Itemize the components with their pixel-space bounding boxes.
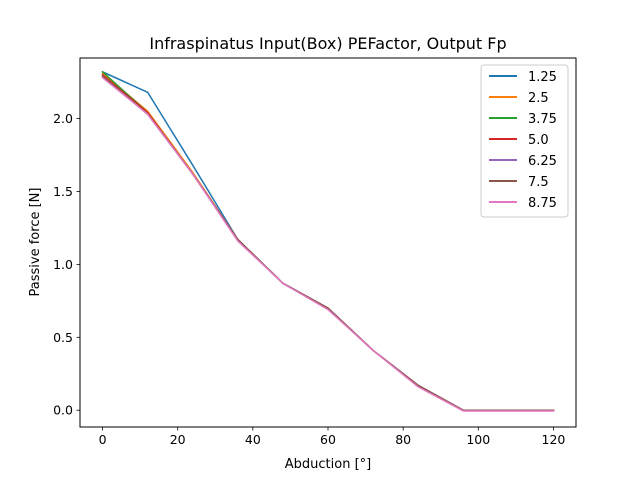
legend-label: 8.75 bbox=[528, 196, 557, 211]
y-tick-label: 0.0 bbox=[53, 403, 73, 418]
x-tick-label: 40 bbox=[245, 432, 261, 447]
chart-title: Infraspinatus Input(Box) PEFactor, Outpu… bbox=[149, 34, 506, 53]
y-tick-label: 1.5 bbox=[53, 184, 73, 199]
x-tick-label: 100 bbox=[466, 432, 490, 447]
legend-label: 1.25 bbox=[528, 70, 557, 85]
y-tick-label: 2.0 bbox=[53, 111, 73, 126]
x-axis-label: Abduction [°] bbox=[285, 457, 371, 472]
series-lines bbox=[101, 70, 555, 412]
y-axis-ticks: 0.0 0.5 1.0 1.5 2.0 bbox=[53, 111, 80, 418]
legend-label: 7.5 bbox=[528, 175, 549, 190]
legend: 1.25 2.5 3.75 5.0 6.25 7.5 8.75 bbox=[480, 64, 569, 218]
y-tick-label: 1.0 bbox=[53, 257, 73, 272]
plot-frame bbox=[79, 57, 577, 428]
legend-label: 3.75 bbox=[528, 112, 557, 127]
x-tick-label: 20 bbox=[170, 432, 186, 447]
x-axis-ticks: 0 20 40 60 80 100 120 bbox=[99, 427, 566, 447]
legend-label: 5.0 bbox=[528, 133, 549, 148]
x-tick-label: 80 bbox=[395, 432, 411, 447]
y-tick-label: 0.5 bbox=[53, 330, 73, 345]
series-line-8-75 bbox=[101, 76, 555, 412]
legend-box bbox=[480, 64, 569, 218]
legend-label: 2.5 bbox=[528, 91, 549, 106]
x-tick-label: 0 bbox=[99, 432, 107, 447]
x-tick-label: 120 bbox=[542, 432, 566, 447]
y-axis-label: Passive force [N] bbox=[28, 188, 43, 297]
legend-label: 6.25 bbox=[528, 154, 557, 169]
x-tick-label: 60 bbox=[320, 432, 336, 447]
